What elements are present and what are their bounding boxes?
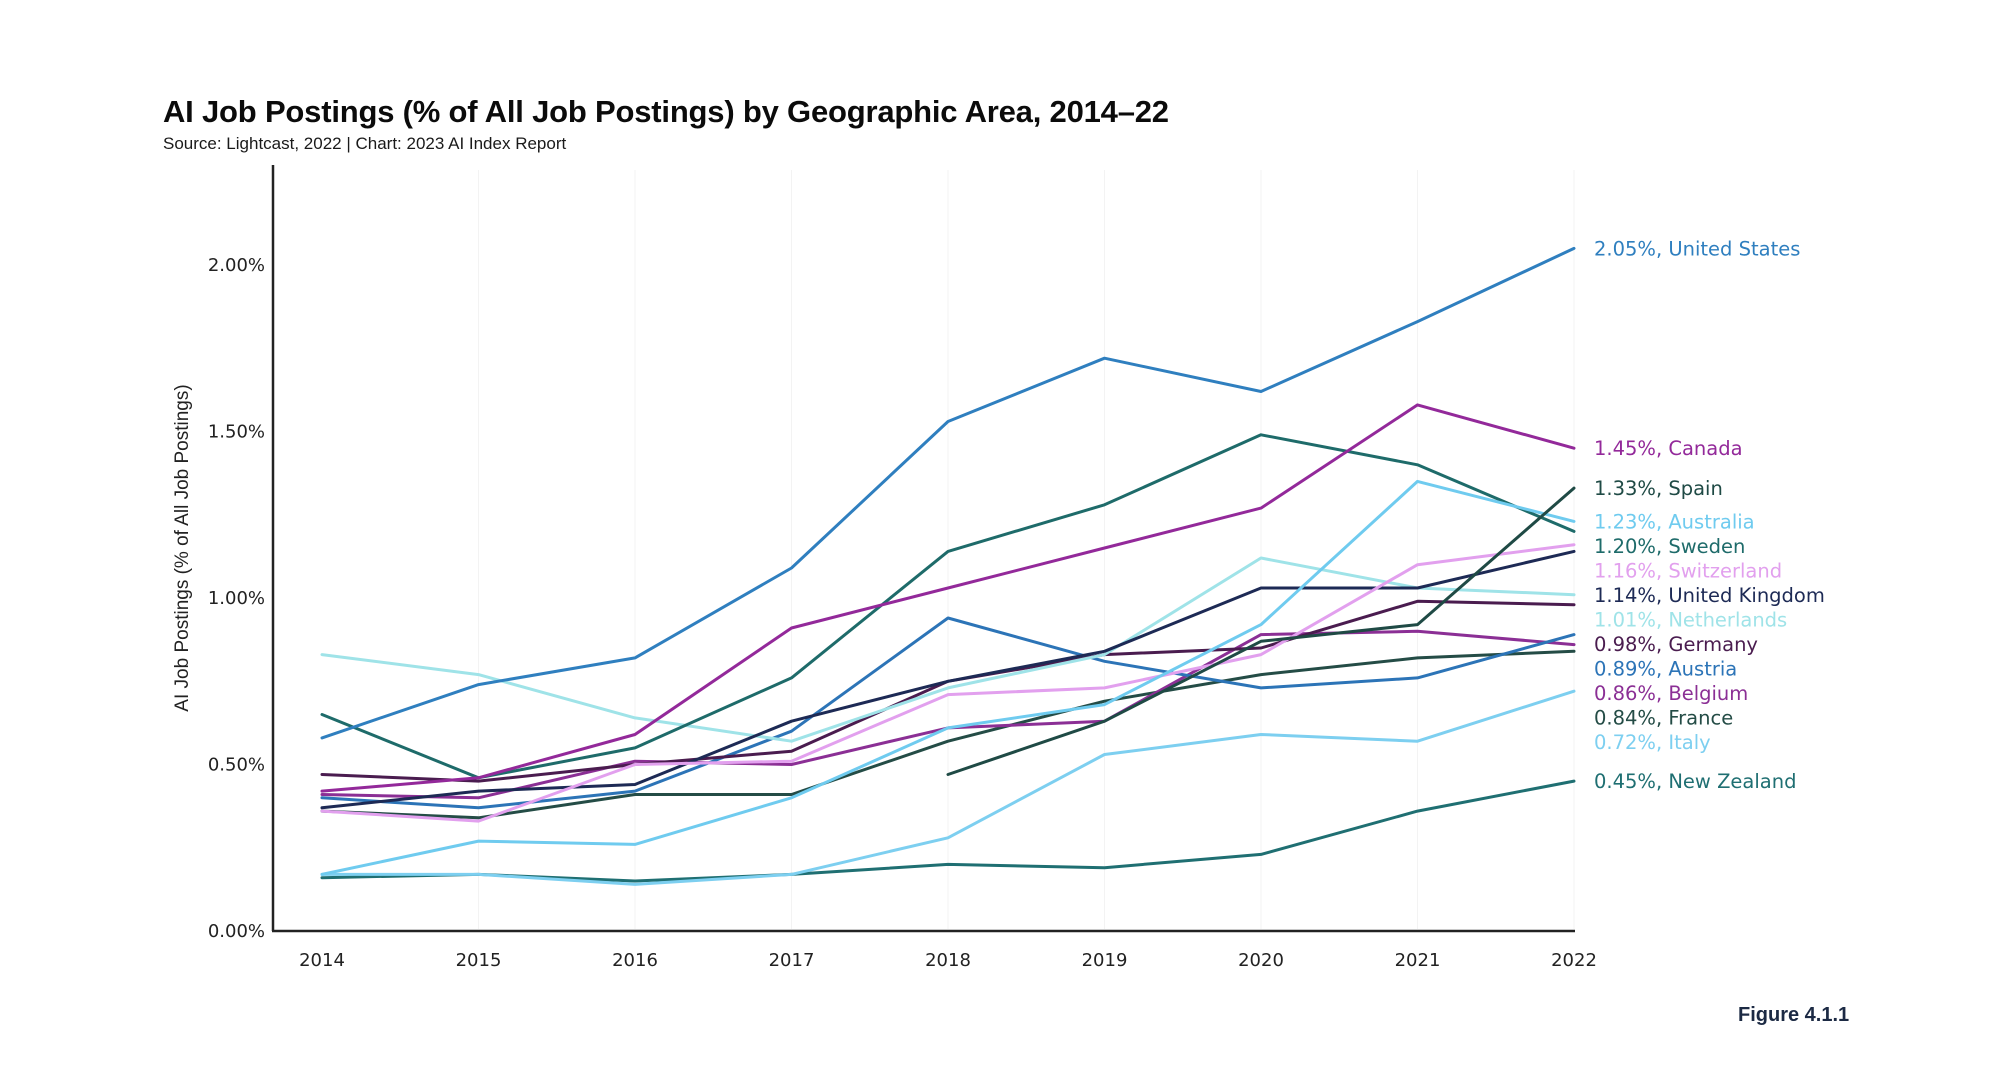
y-tick-label: 1.50% bbox=[208, 422, 265, 443]
x-tick-label: 2019 bbox=[1082, 950, 1128, 971]
y-axis-title: AI Job Postings (% of All Job Postings) bbox=[172, 384, 193, 711]
x-tick-label: 2017 bbox=[769, 950, 815, 971]
x-tick-label: 2014 bbox=[299, 950, 345, 971]
y-tick-label: 2.00% bbox=[208, 255, 265, 276]
series-lines bbox=[320, 246, 1576, 886]
end-label-new-zealand: 0.45%, New Zealand bbox=[1594, 770, 1796, 793]
series-line-netherlands bbox=[320, 556, 1576, 743]
chart-title: AI Job Postings (% of All Job Postings) … bbox=[163, 94, 1169, 129]
series-line-france bbox=[320, 649, 1576, 820]
end-label-france: 0.84%, France bbox=[1594, 706, 1733, 729]
end-label-netherlands: 1.01%, Netherlands bbox=[1594, 608, 1787, 631]
y-tick-label: 0.50% bbox=[208, 755, 265, 776]
end-label-sweden: 1.20%, Sweden bbox=[1594, 535, 1745, 558]
x-tick-label: 2022 bbox=[1551, 950, 1597, 971]
series-line-spain bbox=[946, 486, 1576, 776]
end-label-canada: 1.45%, Canada bbox=[1594, 437, 1743, 460]
x-tick-label: 2018 bbox=[925, 950, 971, 971]
x-tick-label: 2016 bbox=[612, 950, 658, 971]
series-line-switzerland bbox=[320, 543, 1576, 823]
end-label-italy: 0.72%, Italy bbox=[1594, 731, 1711, 754]
y-tick-labels: 0.00% 0.50% 1.00% 1.50% 2.00% bbox=[208, 255, 265, 942]
series-line-sweden bbox=[320, 433, 1576, 780]
series-line-canada bbox=[320, 403, 1576, 793]
end-label-spain: 1.33%, Spain bbox=[1594, 477, 1723, 500]
x-tick-labels: 2014 2015 2016 2017 2018 2019 2020 2021 2022 bbox=[299, 950, 1597, 971]
x-tick-label: 2020 bbox=[1238, 950, 1284, 971]
end-label-united-kingdom: 1.14%, United Kingdom bbox=[1594, 584, 1825, 607]
y-tick-label: 0.00% bbox=[208, 921, 265, 942]
series-line-united-kingdom bbox=[320, 549, 1576, 810]
series-line-australia bbox=[320, 479, 1576, 876]
end-label-australia: 1.23%, Australia bbox=[1594, 510, 1755, 533]
end-label-united-states: 2.05%, United States bbox=[1594, 237, 1800, 260]
end-labels: 2.05%, United States 1.45%, Canada 1.33%, … bbox=[1594, 237, 1825, 793]
end-label-germany: 0.98%, Germany bbox=[1594, 633, 1758, 656]
chart-subtitle: Source: Lightcast, 2022 | Chart: 2023 AI… bbox=[163, 134, 567, 153]
axes bbox=[271, 165, 1575, 933]
end-label-switzerland: 1.16%, Switzerland bbox=[1594, 559, 1782, 582]
x-tick-label: 2015 bbox=[456, 950, 502, 971]
series-line-united-states bbox=[320, 246, 1576, 740]
y-tick-label: 1.00% bbox=[208, 588, 265, 609]
x-tick-label: 2021 bbox=[1395, 950, 1441, 971]
end-label-belgium: 0.86%, Belgium bbox=[1594, 682, 1748, 705]
gridlines bbox=[478, 170, 1575, 929]
series-line-italy bbox=[320, 689, 1576, 886]
figure-label: Figure 4.1.1 bbox=[1738, 1004, 1850, 1026]
end-label-austria: 0.89%, Austria bbox=[1594, 657, 1737, 680]
